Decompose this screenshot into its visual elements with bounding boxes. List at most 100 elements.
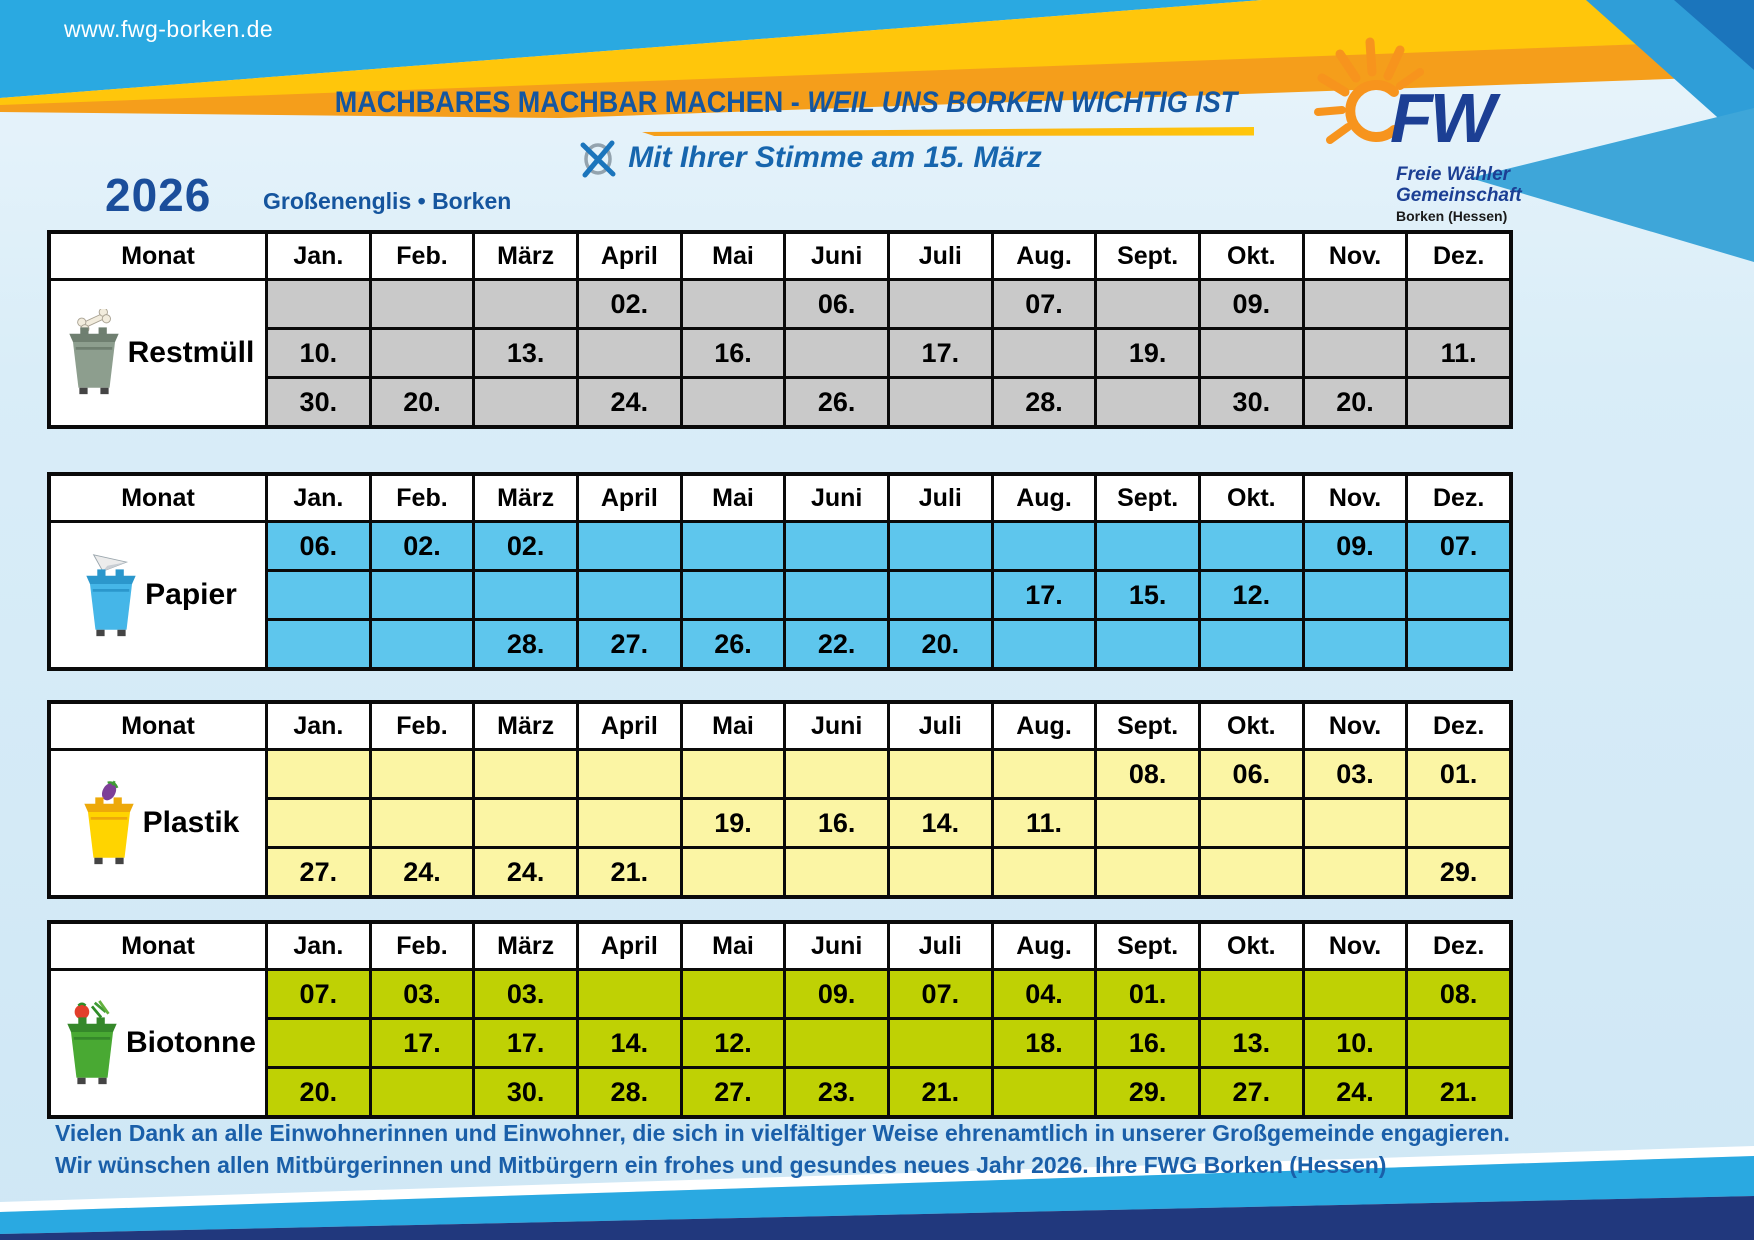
date-cell: 12. [1200, 572, 1302, 618]
date-cell [682, 379, 784, 425]
date-cell [1097, 379, 1198, 425]
date-cell [1200, 330, 1302, 376]
date-cell: 04. [993, 971, 1095, 1017]
calendar-year: 2026 [105, 169, 212, 221]
date-cell: 19. [1097, 330, 1198, 376]
date-cell [1304, 971, 1406, 1017]
month-header: Feb. [371, 924, 473, 968]
date-cell: 27. [1200, 1069, 1302, 1115]
month-header: März [475, 924, 576, 968]
date-cell [1097, 621, 1198, 667]
date-cell: 20. [268, 1069, 369, 1115]
month-header: Juni [786, 476, 887, 520]
date-cell [993, 523, 1095, 569]
month-header: Juli [889, 234, 991, 278]
header-ribbons [0, 0, 1754, 262]
date-cell: 27. [682, 1069, 784, 1115]
date-cell [889, 281, 991, 327]
date-cell: 13. [1200, 1020, 1302, 1066]
date-cell: 27. [268, 849, 369, 895]
bin-label-cell-biotonne: Biotonne [51, 971, 265, 1115]
date-cell: 28. [993, 379, 1095, 425]
date-cell [1408, 572, 1509, 618]
date-cell [1304, 849, 1406, 895]
month-header: Feb. [371, 234, 473, 278]
date-cell: 30. [268, 379, 369, 425]
month-header: Mai [682, 704, 784, 748]
date-cell [268, 1020, 369, 1066]
date-cell: 17. [371, 1020, 473, 1066]
month-header: Nov. [1304, 704, 1406, 748]
month-header: Feb. [371, 476, 473, 520]
date-cell [1097, 849, 1198, 895]
date-cell: 15. [1097, 572, 1198, 618]
month-header: Juli [889, 476, 991, 520]
date-cell [1408, 621, 1509, 667]
date-cell: 19. [682, 800, 784, 846]
date-cell [1304, 281, 1406, 327]
date-cell [371, 330, 473, 376]
logo-initials: FW [1390, 79, 1496, 157]
month-header: Okt. [1200, 704, 1302, 748]
date-cell: 21. [578, 849, 680, 895]
month-column-header: Monat [51, 704, 265, 748]
calendar-table-biotonne: Monat Jan. Feb. März April Mai Juni Juli Aug. Sep… [47, 920, 1513, 1119]
date-cell: 26. [682, 621, 784, 667]
date-cell [1304, 621, 1406, 667]
footer-thanks-line: Vielen Dank an alle Einwohnerinnen und E… [55, 1120, 1510, 1146]
date-cell [371, 621, 473, 667]
month-header: Okt. [1200, 924, 1302, 968]
date-cell [268, 572, 369, 618]
date-cell: 29. [1408, 849, 1509, 895]
date-cell [1408, 379, 1509, 425]
date-cell [1408, 800, 1509, 846]
calendar-table-plastik: Monat Jan. Feb. März April Mai Juni Juli Aug. Sep… [47, 700, 1513, 899]
month-column-header: Monat [51, 476, 265, 520]
date-cell: 16. [1097, 1020, 1198, 1066]
month-header: Sept. [1097, 704, 1198, 748]
month-header: Okt. [1200, 476, 1302, 520]
month-header: Mai [682, 234, 784, 278]
green-bin-vegetables-icon [60, 999, 124, 1087]
date-cell [786, 523, 887, 569]
website-url: www.fwg-borken.de [64, 16, 274, 42]
month-header: Aug. [993, 234, 1095, 278]
date-cell: 20. [371, 379, 473, 425]
date-cell [475, 751, 576, 797]
bin-label-cell-papier: Papier [51, 523, 265, 667]
date-cell: 21. [889, 1069, 991, 1115]
date-cell: 03. [371, 971, 473, 1017]
month-header: Feb. [371, 704, 473, 748]
month-header: Juni [786, 924, 887, 968]
date-cell: 21. [1408, 1069, 1509, 1115]
date-cell [578, 971, 680, 1017]
date-cell: 27. [578, 621, 680, 667]
date-cell [1097, 523, 1198, 569]
date-cell: 24. [475, 849, 576, 895]
date-cell: 09. [1304, 523, 1406, 569]
gray-bin-bone-icon [62, 309, 126, 397]
month-header: April [578, 924, 680, 968]
bin-type-label: Papier [145, 578, 237, 611]
date-cell [268, 800, 369, 846]
date-cell [682, 523, 784, 569]
date-cell: 17. [475, 1020, 576, 1066]
date-cell: 07. [268, 971, 369, 1017]
date-cell [1200, 621, 1302, 667]
date-cell: 03. [475, 971, 576, 1017]
date-cell [1408, 281, 1509, 327]
date-cell: 29. [1097, 1069, 1198, 1115]
date-cell: 24. [578, 379, 680, 425]
date-cell [993, 751, 1095, 797]
date-cell [786, 1020, 887, 1066]
month-header: Jan. [268, 924, 369, 968]
date-cell [786, 572, 887, 618]
date-cell [1408, 1020, 1509, 1066]
date-cell [682, 971, 784, 1017]
date-cell [786, 751, 887, 797]
ballot-x-icon [580, 140, 616, 178]
date-cell: 20. [1304, 379, 1406, 425]
month-header: Juli [889, 924, 991, 968]
date-cell [889, 379, 991, 425]
date-cell [475, 572, 576, 618]
